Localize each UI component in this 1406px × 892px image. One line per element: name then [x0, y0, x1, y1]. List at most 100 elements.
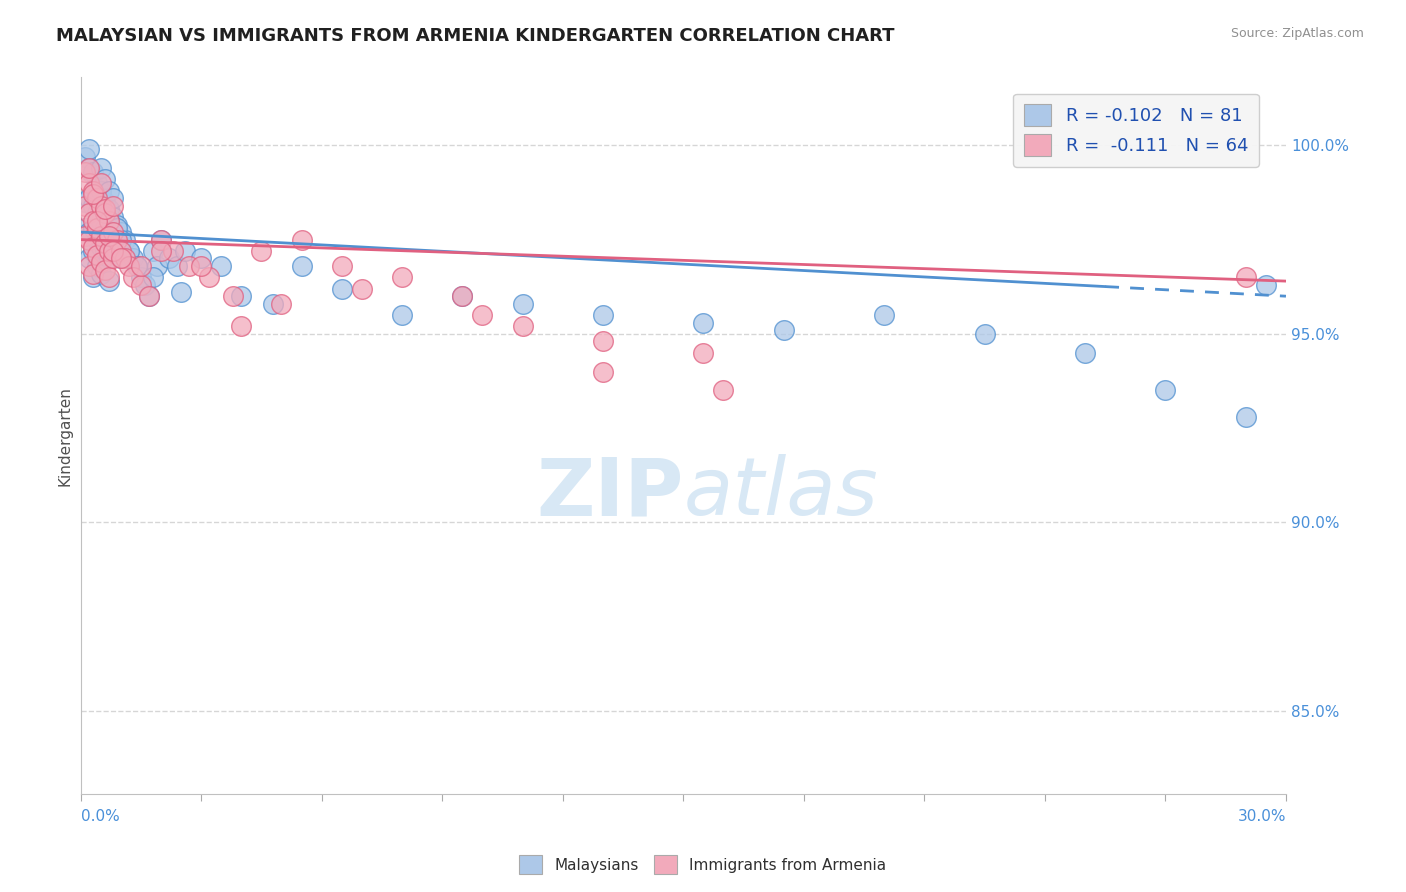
Point	[114, 233, 136, 247]
Text: 30.0%: 30.0%	[1237, 809, 1286, 824]
Point	[138, 289, 160, 303]
Point	[97, 270, 120, 285]
Point	[110, 252, 132, 266]
Point	[110, 233, 132, 247]
Point	[82, 213, 104, 227]
Point	[129, 277, 152, 292]
Point	[90, 213, 112, 227]
Point	[101, 225, 124, 239]
Point	[209, 259, 232, 273]
Point	[105, 244, 128, 258]
Point	[231, 289, 253, 303]
Point	[149, 233, 172, 247]
Point	[77, 161, 100, 175]
Point	[262, 297, 284, 311]
Point	[86, 206, 108, 220]
Point	[73, 165, 96, 179]
Point	[101, 210, 124, 224]
Point	[90, 161, 112, 175]
Point	[90, 240, 112, 254]
Point	[90, 228, 112, 243]
Point	[93, 244, 115, 258]
Point	[110, 244, 132, 258]
Point	[290, 233, 312, 247]
Point	[121, 252, 143, 266]
Point	[77, 176, 100, 190]
Point	[97, 202, 120, 217]
Point	[77, 259, 100, 273]
Point	[93, 221, 115, 235]
Point	[97, 213, 120, 227]
Point	[110, 252, 132, 266]
Point	[93, 262, 115, 277]
Point	[73, 150, 96, 164]
Point	[77, 252, 100, 266]
Point	[118, 244, 141, 258]
Point	[105, 233, 128, 247]
Point	[270, 297, 292, 311]
Point	[129, 259, 152, 273]
Y-axis label: Kindergarten: Kindergarten	[58, 386, 72, 485]
Point	[1234, 409, 1257, 424]
Point	[101, 199, 124, 213]
Point	[82, 270, 104, 285]
Point	[73, 194, 96, 209]
Point	[512, 319, 534, 334]
Point	[121, 270, 143, 285]
Point	[166, 259, 188, 273]
Point	[129, 270, 152, 285]
Point	[105, 218, 128, 232]
Point	[330, 259, 353, 273]
Point	[90, 267, 112, 281]
Point	[93, 172, 115, 186]
Point	[77, 225, 100, 239]
Point	[105, 221, 128, 235]
Point	[250, 244, 273, 258]
Legend: Malaysians, Immigrants from Armenia: Malaysians, Immigrants from Armenia	[513, 849, 893, 880]
Point	[174, 244, 197, 258]
Point	[692, 316, 714, 330]
Point	[82, 267, 104, 281]
Point	[101, 252, 124, 266]
Point	[93, 194, 115, 209]
Point	[86, 213, 108, 227]
Point	[391, 308, 413, 322]
Point	[290, 259, 312, 273]
Point	[90, 184, 112, 198]
Point	[118, 244, 141, 258]
Text: MALAYSIAN VS IMMIGRANTS FROM ARMENIA KINDERGARTEN CORRELATION CHART: MALAYSIAN VS IMMIGRANTS FROM ARMENIA KIN…	[56, 27, 894, 45]
Point	[97, 228, 120, 243]
Point	[330, 282, 353, 296]
Point	[873, 308, 896, 322]
Point	[86, 233, 108, 247]
Legend: R = -0.102   N = 81, R =  -0.111   N = 64: R = -0.102 N = 81, R = -0.111 N = 64	[1014, 94, 1258, 167]
Point	[125, 259, 148, 273]
Point	[110, 225, 132, 239]
Text: ZIP: ZIP	[536, 454, 683, 532]
Point	[142, 270, 165, 285]
Point	[592, 308, 614, 322]
Point	[134, 277, 156, 292]
Point	[77, 206, 100, 220]
Point	[149, 244, 172, 258]
Point	[142, 244, 165, 258]
Point	[93, 236, 115, 251]
Point	[82, 187, 104, 202]
Point	[1254, 277, 1277, 292]
Point	[90, 255, 112, 269]
Point	[97, 213, 120, 227]
Point	[101, 191, 124, 205]
Point	[125, 259, 148, 273]
Point	[90, 184, 112, 198]
Point	[86, 187, 108, 202]
Point	[190, 259, 212, 273]
Point	[97, 252, 120, 266]
Point	[97, 244, 120, 258]
Point	[973, 326, 995, 341]
Point	[190, 252, 212, 266]
Point	[73, 221, 96, 235]
Point	[97, 274, 120, 288]
Point	[82, 169, 104, 183]
Point	[592, 334, 614, 349]
Point	[97, 184, 120, 198]
